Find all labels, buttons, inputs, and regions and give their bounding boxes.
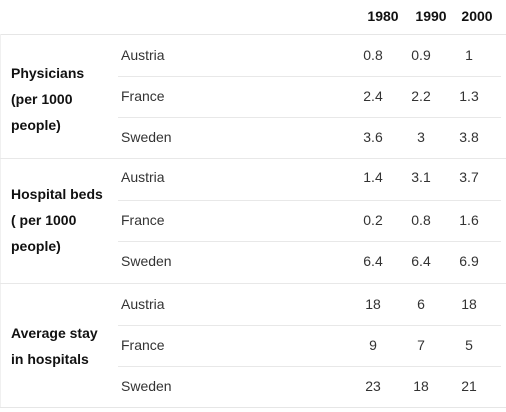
cell-1980: 18: [365, 296, 381, 312]
cell-1980: 23: [365, 378, 381, 394]
table-row: France 2.4 2.2 1.3: [118, 76, 501, 118]
table-row: Sweden 23 18 21: [118, 366, 501, 407]
group-title: Average stay in hospitals: [11, 320, 98, 372]
cell-2000: 3.8: [459, 129, 479, 145]
group-title: Physicians (per 1000 people): [11, 60, 84, 138]
cell-2000: 5: [465, 337, 473, 353]
cell-2000: 1.3: [459, 88, 479, 104]
country-label: Sweden: [121, 253, 172, 269]
country-label: Austria: [121, 47, 165, 63]
group-title-line: ( per 1000: [11, 212, 77, 228]
cell-1990: 6: [417, 296, 425, 312]
country-label: Sweden: [121, 129, 172, 145]
table-row: France 0.2 0.8 1.6: [118, 200, 501, 242]
group-title-line: Physicians: [11, 65, 85, 81]
cell-2000: 18: [461, 296, 477, 312]
group-divider: [0, 158, 506, 159]
group-hospital-beds: Hospital beds ( per 1000 people) Austria…: [0, 159, 506, 283]
year-header-2000: 2000: [461, 8, 493, 24]
country-label: Austria: [121, 169, 165, 185]
cell-1990: 0.8: [411, 212, 431, 228]
group-title-line: (per 1000: [11, 91, 73, 107]
cell-2000: 1.6: [459, 212, 479, 228]
cell-1990: 7: [417, 337, 425, 353]
cell-1990: 6.4: [411, 253, 431, 269]
cell-1990: 18: [413, 378, 429, 394]
table-header: 1980 1990 2000: [0, 0, 506, 35]
group-title-line: Average stay: [11, 325, 98, 341]
country-label: Sweden: [121, 378, 172, 394]
table-row: Sweden 3.6 3 3.8: [118, 117, 501, 158]
cell-1980: 0.2: [363, 212, 383, 228]
cell-1980: 9: [369, 337, 377, 353]
cell-1980: 0.8: [363, 47, 383, 63]
table-row: Sweden 6.4 6.4 6.9: [118, 241, 501, 282]
cell-1980: 3.6: [363, 129, 383, 145]
group-title-line: Hospital beds: [11, 186, 103, 202]
cell-1990: 2.2: [411, 88, 431, 104]
group-average-stay: Average stay in hospitals Austria 18 6 1…: [0, 284, 506, 407]
group-title-line: people): [11, 117, 61, 133]
cell-1990: 3: [417, 129, 425, 145]
cell-1980: 1.4: [363, 169, 383, 185]
country-label: France: [121, 88, 165, 104]
table-row: Austria 1.4 3.1 3.7: [118, 159, 501, 201]
cell-1980: 6.4: [363, 253, 383, 269]
group-title: Hospital beds ( per 1000 people): [11, 181, 103, 259]
table-row: Austria 18 6 18: [118, 284, 501, 326]
group-title-line: people): [11, 238, 61, 254]
group-physicians: Physicians (per 1000 people) Austria 0.8…: [0, 35, 506, 158]
group-title-line: in hospitals: [11, 351, 89, 367]
table-bottom-border: [0, 407, 506, 408]
cell-2000: 1: [465, 47, 473, 63]
cell-1990: 0.9: [411, 47, 431, 63]
cell-2000: 21: [461, 378, 477, 394]
year-header-1990: 1990: [415, 8, 447, 24]
cell-2000: 6.9: [459, 253, 479, 269]
cell-1990: 3.1: [411, 169, 431, 185]
group-divider: [0, 283, 506, 284]
country-label: France: [121, 212, 165, 228]
table-row: Austria 0.8 0.9 1: [118, 35, 501, 77]
cell-1980: 2.4: [363, 88, 383, 104]
country-label: France: [121, 337, 165, 353]
country-label: Austria: [121, 296, 165, 312]
table-left-border: [0, 34, 1, 408]
table-row: France 9 7 5: [118, 325, 501, 367]
cell-2000: 3.7: [459, 169, 479, 185]
year-header-1980: 1980: [367, 8, 399, 24]
